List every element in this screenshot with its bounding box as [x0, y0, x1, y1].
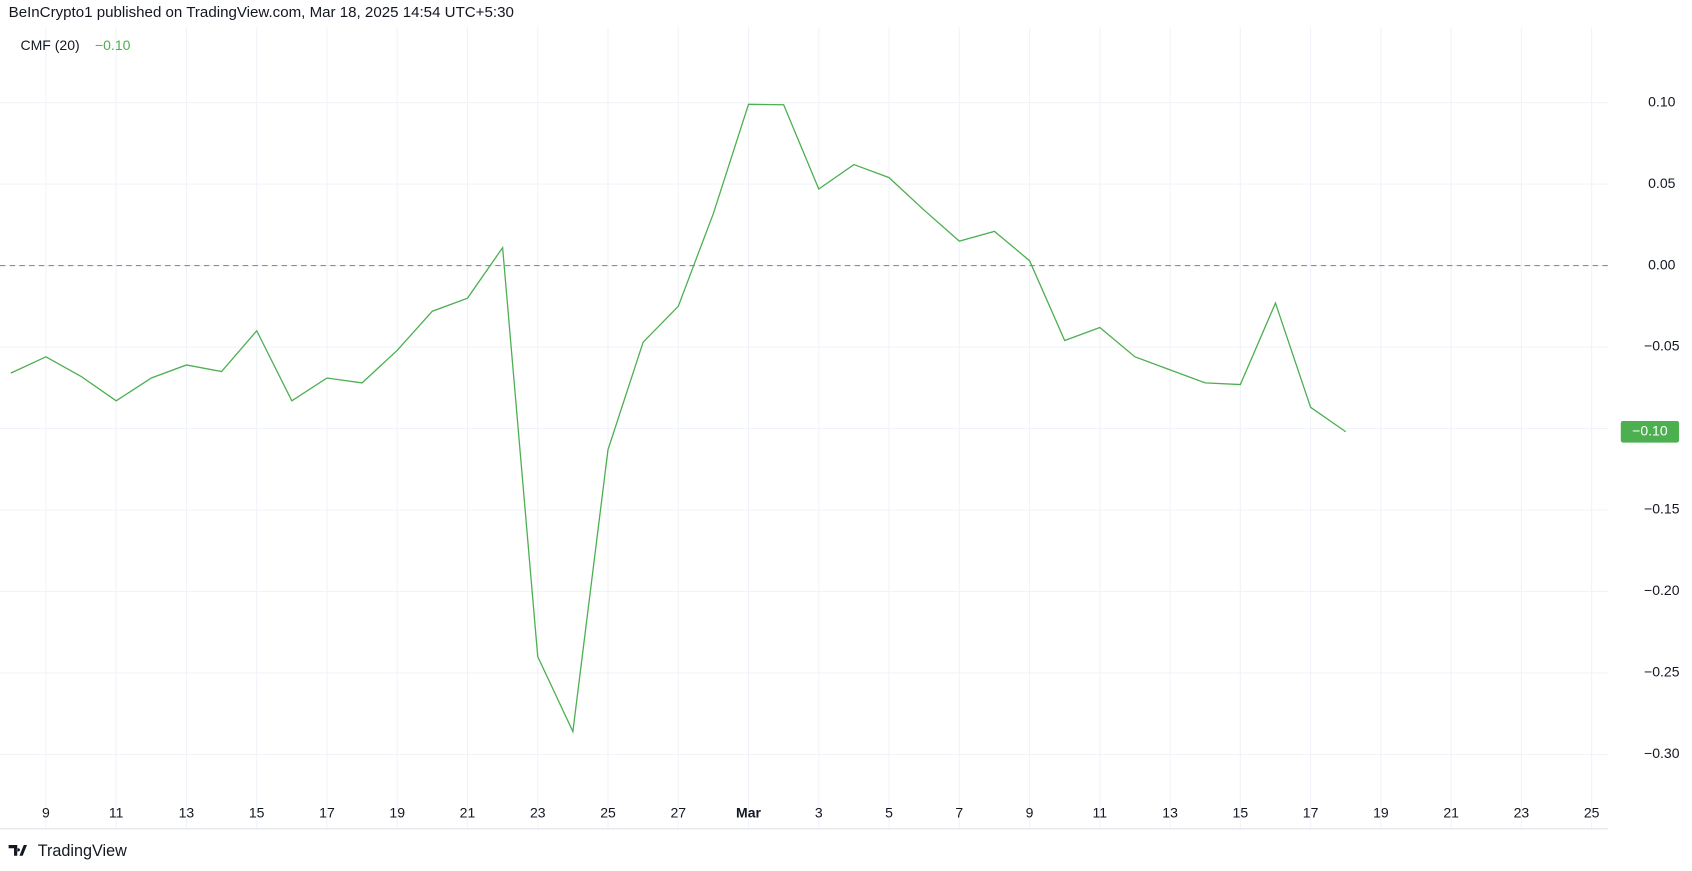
x-tick-label: 11	[1093, 804, 1108, 820]
y-tick-label: −0.25	[1644, 664, 1680, 680]
last-value-label: −0.10	[1632, 422, 1668, 438]
x-tick-label: 17	[319, 804, 335, 820]
x-tick-label: 9	[1026, 804, 1034, 820]
y-tick-label: 0.00	[1648, 256, 1675, 272]
y-tick-label: −0.15	[1644, 501, 1680, 517]
x-tick-label: 21	[1443, 804, 1459, 820]
last-value-badge	[1620, 420, 1680, 443]
x-tick-label: 13	[1162, 804, 1178, 820]
y-tick-label: −0.20	[1644, 582, 1680, 598]
x-tick-label: 21	[460, 804, 476, 820]
grid	[0, 27, 1608, 829]
x-tick-label: 23	[1514, 804, 1530, 820]
y-tick-label: 0.10	[1648, 93, 1675, 109]
cmf-line	[10, 103, 1347, 734]
x-tick-label: 11	[109, 804, 124, 820]
y-tick-label: −0.05	[1644, 338, 1680, 354]
x-tick-label: 19	[1373, 804, 1389, 820]
x-tick-label: 15	[1233, 804, 1249, 820]
x-tick-label: 9	[42, 804, 50, 820]
x-tick-label: 17	[1303, 804, 1319, 820]
logo	[8, 845, 27, 856]
x-tick-label: 25	[600, 804, 616, 820]
header: BeInCrypto1 published on TradingView.com…	[9, 4, 514, 21]
legend-value: −0.10	[95, 37, 131, 53]
y-tick-label: 0.05	[1648, 175, 1675, 191]
x-tick-label: 19	[389, 804, 405, 820]
x-tick-label: Mar	[736, 804, 761, 820]
x-tick-label: 15	[249, 804, 265, 820]
x-tick-label: 7	[955, 804, 963, 820]
x-tick-label: 5	[885, 804, 893, 820]
footer-brand: TradingView	[38, 842, 127, 860]
y-tick-label: −0.30	[1644, 745, 1680, 761]
x-tick-label: 23	[530, 804, 546, 820]
x-tick-label: 25	[1584, 804, 1600, 820]
legend-name: CMF (20)	[21, 37, 80, 53]
x-tick-label: 3	[815, 804, 823, 820]
x-tick-label: 27	[670, 804, 686, 820]
x-tick-label: 13	[179, 804, 195, 820]
